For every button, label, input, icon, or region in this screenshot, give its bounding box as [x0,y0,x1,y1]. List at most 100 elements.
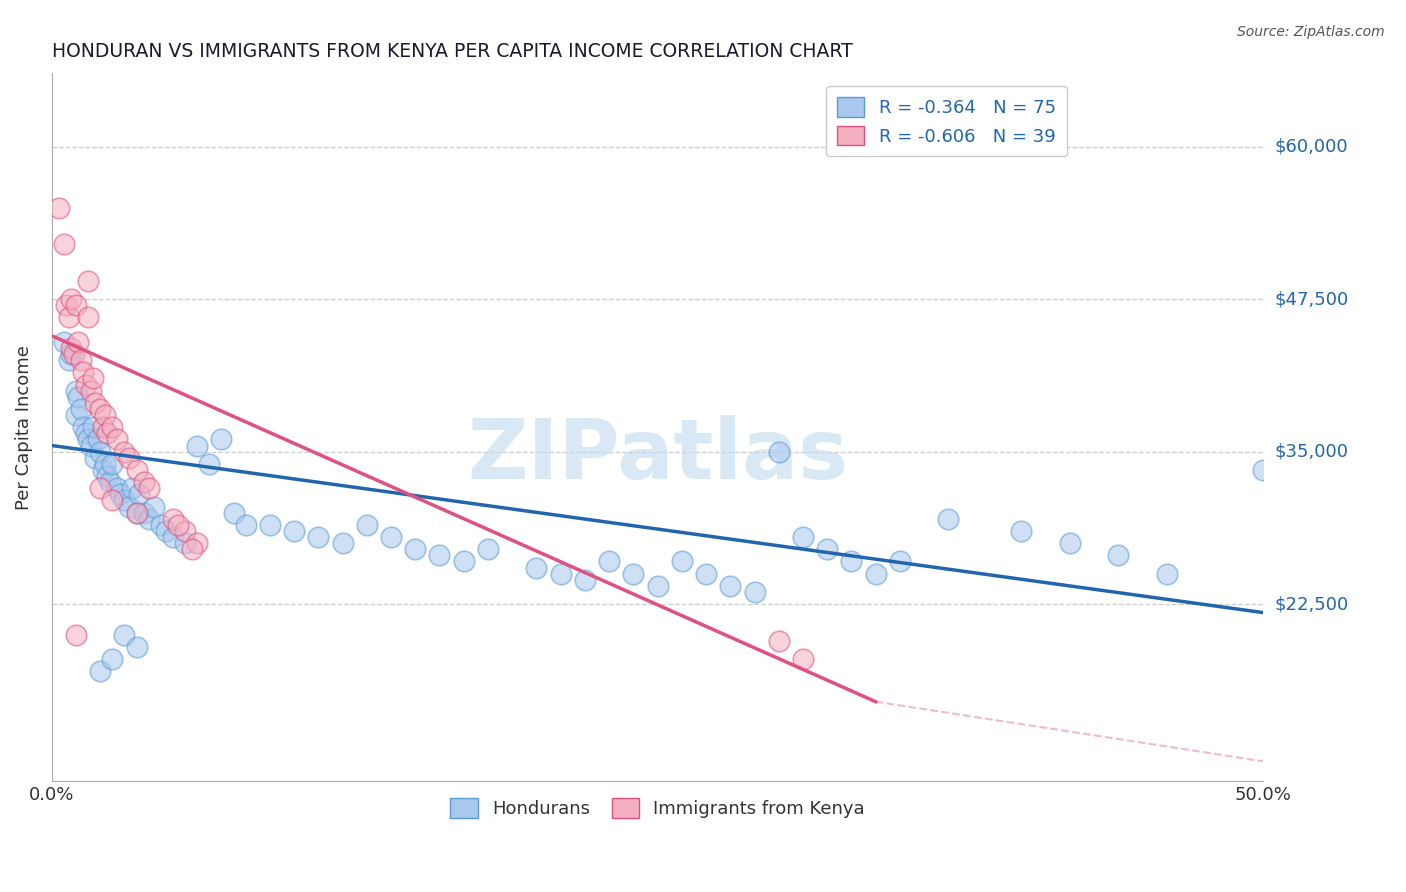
Point [186,438,208,452]
Point [404,542,426,557]
Point [67,334,90,349]
Point [52,334,75,349]
Point [72,420,94,434]
Point [65,627,87,641]
Text: HONDURAN VS IMMIGRANTS FROM KENYA PER CAPITA INCOME CORRELATION CHART: HONDURAN VS IMMIGRANTS FROM KENYA PER CA… [52,42,852,61]
Text: ZIPatlas: ZIPatlas [467,415,848,496]
Point [118,500,141,514]
Point [91,420,114,434]
Point [380,530,402,544]
Point [744,585,766,599]
Point [671,554,693,568]
Point [58,353,80,368]
Point [114,444,136,458]
Point [101,420,124,434]
Point [75,377,97,392]
Point [332,536,354,550]
Point [186,536,208,550]
Point [101,457,124,471]
Point [695,566,717,581]
Point [84,450,107,465]
Point [108,487,131,501]
Point [138,481,160,495]
Point [718,579,741,593]
Point [77,274,100,288]
Point [138,512,160,526]
Point [938,512,960,526]
Point [62,347,84,361]
Point [82,420,104,434]
Point [647,579,669,593]
Point [75,426,97,441]
Point [1253,463,1275,477]
Point [149,517,172,532]
Point [815,542,838,557]
Point [96,426,118,441]
Point [162,512,184,526]
Point [79,438,101,452]
Point [121,481,143,495]
Y-axis label: Per Capita Income: Per Capita Income [15,345,32,509]
Point [181,542,204,557]
Point [48,201,70,215]
Point [125,506,148,520]
Point [72,365,94,379]
Point [89,444,111,458]
Point [89,664,111,678]
Point [174,536,197,550]
Point [101,652,124,666]
Point [174,524,197,538]
Point [125,463,148,477]
Point [94,457,117,471]
Point [356,517,378,532]
Point [60,341,83,355]
Point [132,475,155,489]
Text: $22,500: $22,500 [1275,595,1348,613]
Point [453,554,475,568]
Point [125,640,148,654]
Point [60,347,83,361]
Point [621,566,644,581]
Point [91,463,114,477]
Point [1010,524,1032,538]
Point [105,433,128,447]
Point [105,481,128,495]
Point [166,517,188,532]
Point [792,652,814,666]
Point [118,450,141,465]
Point [222,506,245,520]
Point [79,384,101,398]
Text: Source: ZipAtlas.com: Source: ZipAtlas.com [1237,25,1385,39]
Point [69,353,91,368]
Point [429,549,451,563]
Point [52,237,75,252]
Point [259,517,281,532]
Point [58,310,80,325]
Legend: Hondurans, Immigrants from Kenya: Hondurans, Immigrants from Kenya [443,790,872,825]
Point [89,401,111,416]
Point [84,396,107,410]
Point [132,506,155,520]
Point [841,554,863,568]
Point [155,524,177,538]
Point [598,554,620,568]
Point [96,469,118,483]
Point [89,481,111,495]
Point [768,444,790,458]
Point [162,530,184,544]
Point [792,530,814,544]
Point [198,457,221,471]
Point [889,554,911,568]
Text: $60,000: $60,000 [1275,137,1348,155]
Point [142,500,165,514]
Point [283,524,305,538]
Point [574,573,596,587]
Point [865,566,887,581]
Text: $35,000: $35,000 [1275,442,1348,460]
Point [60,292,83,306]
Point [55,298,77,312]
Point [94,408,117,422]
Point [125,506,148,520]
Point [114,493,136,508]
Point [69,401,91,416]
